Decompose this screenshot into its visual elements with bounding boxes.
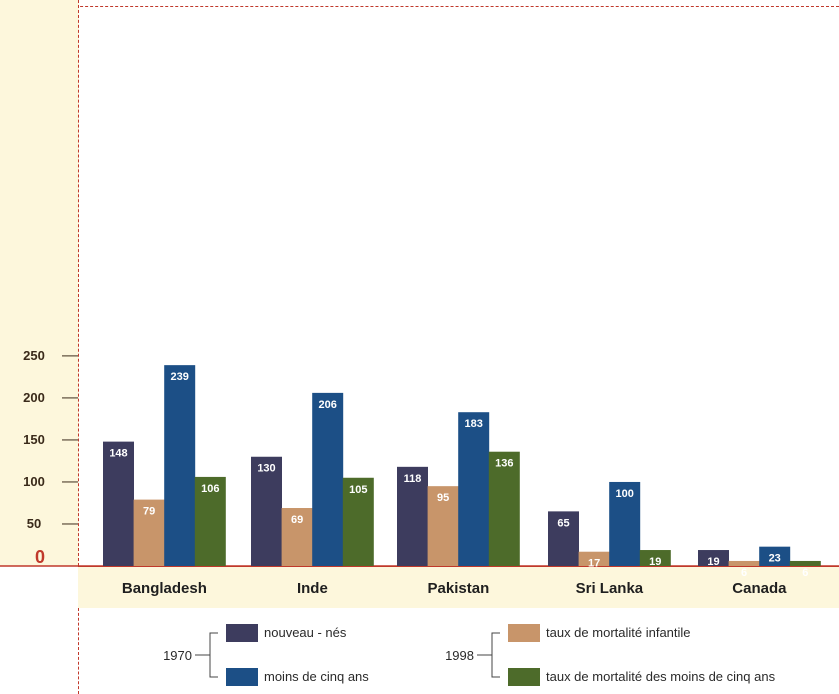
bar-value-label: 105 — [349, 484, 367, 496]
bar-value-label: 69 — [291, 514, 303, 526]
bar-3-0 — [194, 476, 226, 566]
y-tick-label-0: 0 — [35, 547, 45, 567]
bar-1-0 — [133, 499, 165, 566]
legend-swatch-3 — [508, 668, 540, 686]
bar-0-4 — [698, 550, 729, 566]
bar-value-label: 136 — [495, 458, 513, 470]
y-tick-label: 100 — [23, 474, 45, 489]
bar-2-4 — [759, 546, 791, 566]
bar-value-label: 19 — [707, 556, 719, 568]
bar-1-2 — [427, 486, 459, 566]
bar-value-label: 106 — [201, 483, 219, 495]
category-band — [78, 566, 839, 609]
bar-0-3 — [548, 511, 579, 566]
bar-value-label: 148 — [109, 448, 127, 460]
bar-value-label: 239 — [171, 371, 189, 383]
legend-year-label: 1998 — [445, 648, 474, 663]
bar-2-0 — [164, 365, 196, 566]
y-tick-label: 150 — [23, 432, 45, 447]
bar-3-2 — [488, 451, 520, 566]
bar-value-label: 79 — [143, 506, 155, 518]
bar-value-label: 6 — [741, 567, 747, 579]
category-label-0: Bangladesh — [122, 580, 207, 597]
bar-2-1 — [312, 392, 344, 566]
y-axis-panel — [0, 0, 79, 566]
bar-0-0 — [103, 441, 134, 566]
bar-1-1 — [281, 508, 313, 566]
category-label-4: Canada — [732, 580, 787, 597]
bar-value-label: 118 — [404, 473, 422, 485]
bar-value-label: 95 — [437, 492, 449, 504]
bar-value-label: 130 — [257, 463, 275, 475]
bar-value-label: 19 — [649, 556, 661, 568]
bar-value-label: 183 — [465, 418, 483, 430]
legend-bracket — [491, 632, 500, 678]
bar-1-4 — [728, 560, 760, 566]
y-tick-label: 50 — [27, 516, 41, 531]
bar-2-2 — [458, 412, 490, 566]
bar-1-3 — [578, 551, 610, 566]
bar-value-label: 206 — [319, 399, 337, 411]
legend — [78, 608, 839, 694]
legend-year-label: 1970 — [163, 648, 192, 663]
bar-value-label: 65 — [557, 517, 569, 529]
y-tick-label: 250 — [23, 348, 45, 363]
category-label-1: Inde — [297, 580, 328, 597]
bar-value-label: 17 — [588, 558, 600, 570]
bar-0-2 — [397, 466, 428, 566]
legend-label-1: taux de mortalité infantile — [546, 625, 691, 640]
legend-label-3: taux de mortalité des moins de cinq ans — [546, 669, 776, 684]
legend-swatch-0 — [226, 624, 258, 642]
bar-3-1 — [342, 477, 374, 566]
legend-label-2: moins de cinq ans — [264, 669, 369, 684]
legend-swatch-1 — [508, 624, 540, 642]
bar-2-3 — [609, 481, 641, 566]
bar-value-label: 6 — [802, 567, 808, 579]
bar-0-1 — [251, 456, 282, 566]
bar-value-label: 23 — [769, 553, 781, 565]
legend-bracket — [209, 632, 218, 678]
category-label-3: Sri Lanka — [576, 580, 644, 597]
bar-3-4 — [789, 560, 821, 566]
category-label-2: Pakistan — [428, 580, 490, 597]
y-tick-label: 200 — [23, 390, 45, 405]
top-rule — [0, 6, 839, 7]
legend-swatch-2 — [226, 668, 258, 686]
bar-3-3 — [639, 550, 671, 566]
bar-value-label: 100 — [616, 488, 634, 500]
legend-label-0: nouveau - nés — [264, 625, 347, 640]
